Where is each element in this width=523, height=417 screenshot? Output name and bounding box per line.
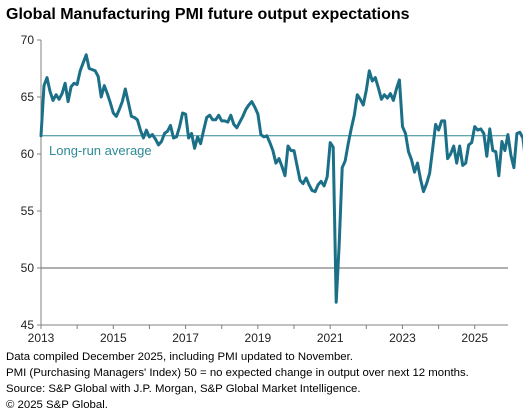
y-tick-label-55: 55 [21, 204, 35, 218]
y-tick-label-65: 65 [21, 90, 35, 104]
x-tick-label-2021: 2021 [317, 331, 344, 345]
y-tick-label-70: 70 [21, 33, 35, 47]
note-pmi-definition: PMI (Purchasing Managers' Index) 50 = no… [6, 367, 469, 379]
chart-notes: Data compiled December 2025, including P… [6, 349, 469, 413]
y-tick-label-50: 50 [21, 261, 35, 275]
note-source: Source: S&P Global with J.P. Morgan, S&P… [6, 383, 361, 395]
pmi-future-output-series [39, 53, 523, 304]
long-run-average-label: Long-run average [49, 143, 152, 158]
x-tick-label-2019: 2019 [245, 331, 272, 345]
y-tick-label-45: 45 [21, 318, 35, 332]
line-chart: 45 50 55 60 65 70 2013 2015 2017 2019 2021 2023 2025… [21, 33, 523, 345]
note-data-compiled: Data compiled December 2025, including P… [6, 351, 353, 363]
x-tick-label-2013: 2013 [28, 331, 55, 345]
x-tick-label-2015: 2015 [100, 331, 127, 345]
x-tick-label-2017: 2017 [172, 331, 199, 345]
note-copyright: © 2025 S&P Global. [6, 399, 108, 411]
x-tick-label-2025: 2025 [461, 331, 488, 345]
chart-title: Global Manufacturing PMI future output e… [6, 6, 410, 23]
y-tick-label-60: 60 [21, 147, 35, 161]
x-tick-label-2023: 2023 [389, 331, 416, 345]
